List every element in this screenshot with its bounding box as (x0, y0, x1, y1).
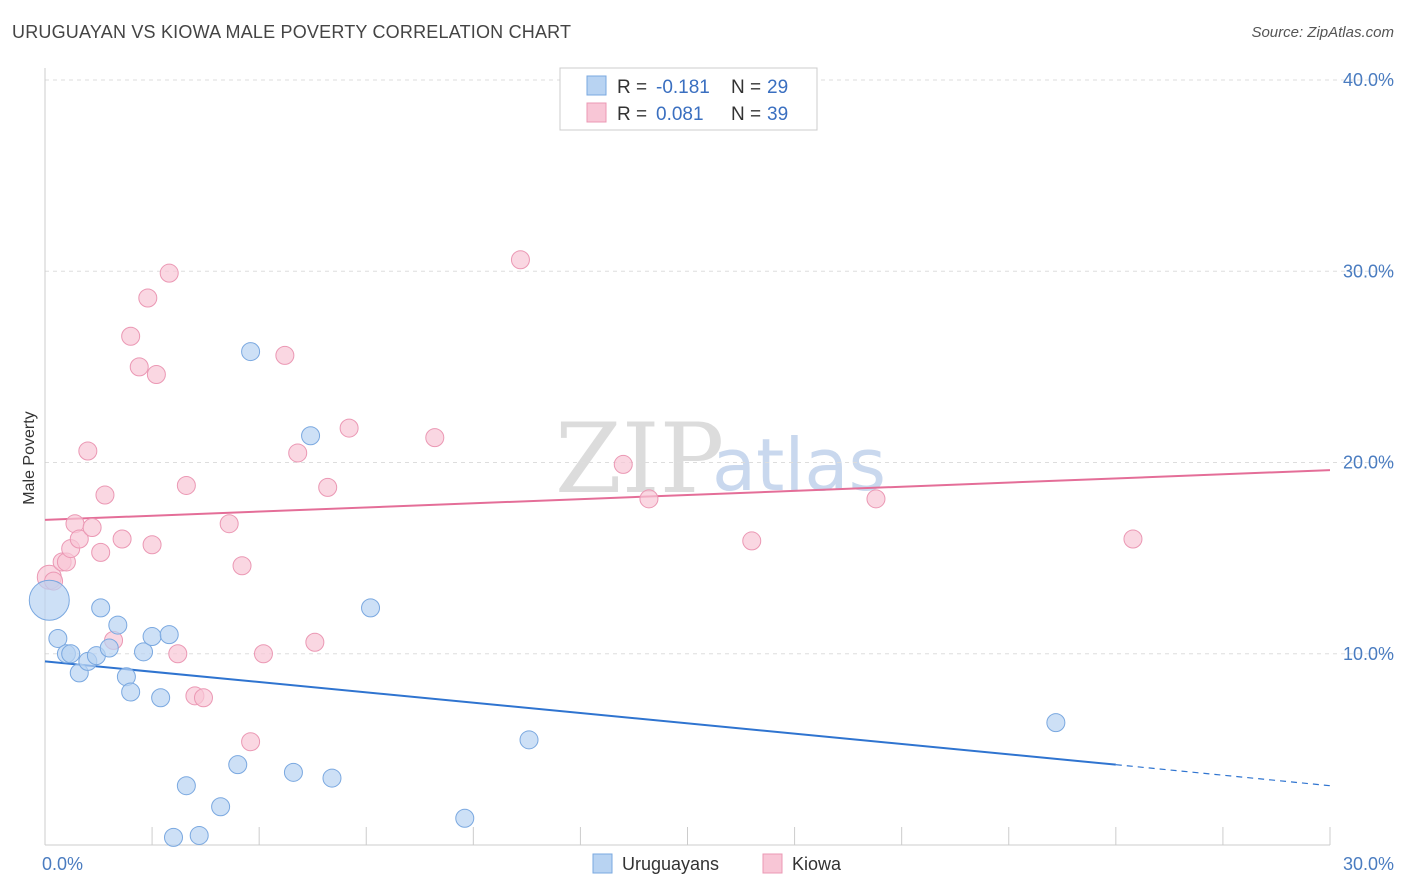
uruguayan-point (228, 755, 248, 775)
uruguayan-trend-extension (1115, 764, 1331, 787)
uruguayan-point (142, 627, 162, 647)
kiowa-point (91, 542, 111, 562)
uruguayan-point (189, 825, 209, 845)
kiowa-point (121, 326, 141, 346)
axes (44, 68, 1331, 846)
uruguayan-point (283, 762, 303, 782)
uruguayan-point (519, 730, 539, 750)
legend-r-value-2: 0.081 (656, 104, 704, 125)
kiowa-point (318, 477, 338, 497)
chart-title: URUGUAYAN VS KIOWA MALE POVERTY CORRELAT… (12, 22, 572, 42)
kiowa-point (168, 644, 188, 664)
kiowa-point (193, 688, 213, 708)
y-tick-label-40: 40.0% (1343, 70, 1394, 90)
uruguayan-point (211, 797, 231, 817)
kiowa-point (288, 443, 308, 463)
uruguayan-point (1046, 713, 1066, 733)
kiowa-point (305, 632, 325, 652)
kiowa-point (275, 345, 295, 365)
uruguayan-point (301, 426, 321, 446)
uruguayan-point (48, 628, 68, 648)
y-tick-label-10: 10.0% (1343, 644, 1394, 664)
legend-r-label-1: R = (617, 77, 647, 98)
kiowa-point (138, 288, 158, 308)
kiowa-trend-line (44, 469, 1331, 521)
bottom-legend-kiowa: Kiowa (792, 854, 842, 874)
kiowa-point (176, 475, 196, 495)
trend-lines (44, 469, 1331, 787)
uruguayan-point (91, 598, 111, 618)
uruguayan-point (108, 615, 128, 635)
y-tick-labels: 10.0% 20.0% 30.0% 40.0% (1343, 70, 1394, 664)
bottom-legend-uruguayans: Uruguayans (622, 854, 719, 874)
bottom-legend-swatch-kiowa (762, 853, 783, 874)
uruguayan-point (176, 776, 196, 796)
legend-n-label-2: N = (731, 104, 761, 125)
kiowa-point (425, 428, 445, 448)
kiowa-point (1123, 529, 1143, 549)
y-axis-label: Male Poverty (21, 411, 38, 504)
uruguayan-point (28, 579, 70, 621)
series-legend: Uruguayans Kiowa (592, 853, 842, 874)
uruguayan-points (28, 342, 1066, 847)
kiowa-point (112, 529, 132, 549)
kiowa-point (232, 556, 252, 576)
correlation-legend: R = -0.181 N = 29 R = 0.081 N = 39 (559, 67, 818, 131)
uruguayan-trend-line (44, 660, 1116, 766)
uruguayan-point (361, 598, 381, 618)
legend-r-label-2: R = (617, 104, 647, 125)
chart-source: Source: ZipAtlas.com (1251, 24, 1394, 41)
kiowa-point (129, 357, 149, 377)
kiowa-point (82, 518, 102, 538)
uruguayan-point (322, 768, 342, 788)
uruguayan-point (164, 827, 183, 847)
uruguayan-point (134, 642, 154, 662)
legend-n-value-2: 39 (767, 104, 788, 125)
kiowa-point (241, 732, 261, 752)
legend-swatch-kiowa (586, 102, 607, 123)
uruguayan-point (121, 682, 141, 702)
kiowa-point (742, 531, 762, 551)
uruguayan-point (99, 638, 119, 658)
kiowa-point (866, 489, 886, 509)
kiowa-point (219, 514, 239, 534)
kiowa-point (146, 365, 166, 385)
uruguayan-point (241, 342, 261, 362)
kiowa-point (142, 535, 162, 555)
legend-r-value-1: -0.181 (656, 77, 710, 98)
kiowa-points (36, 250, 1143, 752)
kiowa-point (510, 250, 530, 270)
x-tick-label-min: 0.0% (42, 854, 83, 874)
uruguayan-point (159, 625, 179, 645)
kiowa-point (639, 489, 659, 509)
y-tick-label-20: 20.0% (1343, 453, 1394, 473)
y-tick-label-30: 30.0% (1343, 261, 1394, 281)
bottom-legend-swatch-uruguayans (592, 853, 613, 874)
kiowa-point (95, 485, 115, 505)
kiowa-point (78, 441, 98, 461)
watermark-atlas: atlas (712, 423, 886, 507)
uruguayan-point (61, 644, 81, 664)
x-tick-label-max: 30.0% (1343, 854, 1394, 874)
legend-n-value-1: 29 (767, 77, 788, 98)
uruguayan-point (151, 688, 171, 708)
kiowa-point (613, 454, 633, 474)
legend-swatch-uruguayans (586, 75, 607, 96)
kiowa-point (253, 644, 273, 664)
kiowa-point (69, 529, 89, 549)
uruguayan-point (455, 808, 475, 828)
kiowa-point (339, 418, 359, 438)
kiowa-point (159, 263, 179, 283)
legend-n-label-1: N = (731, 77, 761, 98)
